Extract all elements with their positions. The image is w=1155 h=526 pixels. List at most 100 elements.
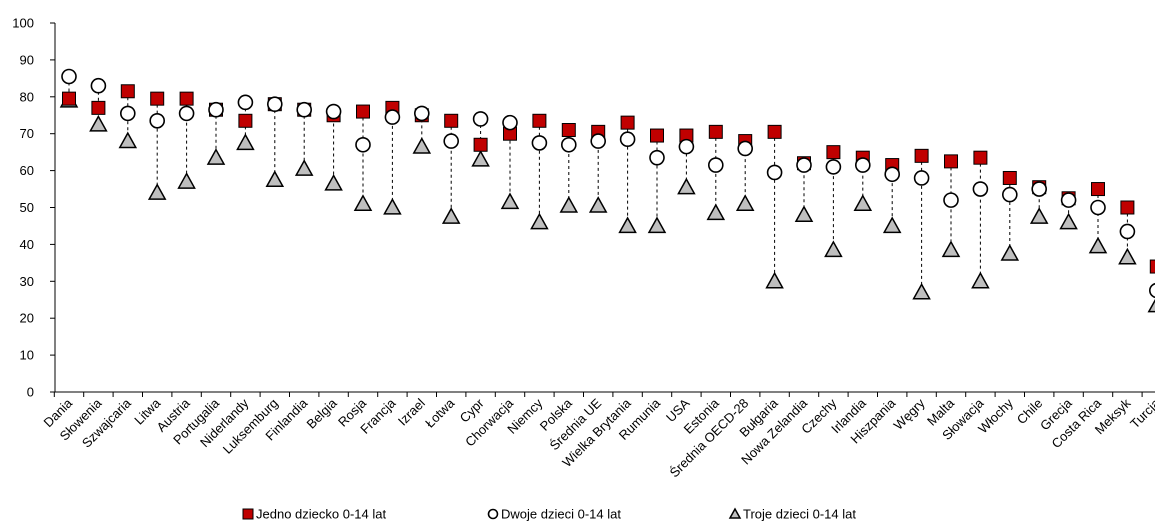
y-tick-label: 40	[20, 237, 34, 252]
legend-marker-triangle	[728, 507, 742, 519]
point-troje-dzieci	[971, 271, 990, 289]
point-dwoje-dzieci	[1119, 223, 1136, 240]
point-troje-dzieci	[559, 196, 579, 213]
point-troje-dzieci	[265, 170, 285, 187]
legend-label: Troje dzieci 0-14 lat	[743, 507, 856, 522]
point-jedno-dziecko	[561, 123, 576, 138]
point-dwoje-dzieci	[61, 68, 77, 85]
y-tick-label: 50	[20, 200, 34, 215]
point-troje-dzieci	[1088, 236, 1108, 254]
point-dwoje-dzieci	[884, 166, 901, 183]
point-troje-dzieci	[941, 240, 961, 258]
point-jedno-dziecko	[150, 91, 165, 106]
drop-lines	[68, 76, 1128, 293]
point-dwoje-dzieci	[502, 114, 518, 131]
point-dwoje-dzieci	[1060, 192, 1077, 208]
point-dwoje-dzieci	[766, 164, 783, 181]
point-troje-dzieci	[236, 133, 255, 151]
point-jedno-dziecko	[532, 113, 547, 128]
point-jedno-dziecko	[1002, 170, 1017, 185]
legend-marker-square	[242, 508, 254, 520]
x-category-label: Izrael	[395, 395, 428, 428]
point-dwoje-dzieci	[854, 157, 871, 173]
point-troje-dzieci	[824, 240, 843, 258]
point-dwoje-dzieci	[237, 94, 254, 111]
point-jedno-dziecko	[620, 115, 635, 130]
point-troje-dzieci	[1118, 247, 1137, 265]
y-tick-label: 60	[20, 163, 34, 178]
point-dwoje-dzieci	[178, 105, 195, 122]
y-tick-label: 10	[20, 348, 34, 363]
point-dwoje-dzieci	[266, 96, 283, 112]
point-troje-dzieci	[177, 172, 196, 189]
point-dwoje-dzieci	[1149, 282, 1155, 299]
point-dwoje-dzieci	[149, 112, 165, 129]
point-jedno-dziecko	[708, 124, 723, 139]
point-dwoje-dzieci	[1001, 186, 1018, 203]
point-jedno-dziecko	[973, 150, 988, 165]
point-dwoje-dzieci	[413, 105, 430, 122]
y-tick-label: 20	[20, 311, 34, 326]
point-troje-dzieci	[706, 203, 726, 221]
x-category-label: Turcja	[1127, 395, 1155, 431]
y-tick-label: 0	[27, 385, 34, 400]
point-troje-dzieci	[471, 149, 490, 167]
point-jedno-dziecko	[62, 91, 76, 106]
point-dwoje-dzieci	[296, 101, 313, 118]
point-troje-dzieci	[500, 192, 520, 210]
point-jedno-dziecko	[1149, 259, 1155, 274]
point-jedno-dziecko	[1091, 182, 1105, 197]
y-axis-ticks: 0 10 20 30 40 50 60 70 80 90 100	[12, 16, 55, 400]
point-dwoje-dzieci	[707, 157, 724, 173]
point-dwoje-dzieci	[1090, 199, 1106, 216]
y-tick-label: 70	[20, 126, 34, 141]
point-troje-dzieci	[441, 207, 461, 224]
point-jedno-dziecko	[444, 113, 459, 128]
y-tick-label: 30	[20, 274, 34, 289]
point-troje-dzieci	[618, 216, 637, 234]
x-category-label: Węgry	[891, 395, 929, 433]
point-troje-dzieci	[89, 114, 108, 132]
point-dwoje-dzieci	[325, 103, 342, 120]
point-jedno-dziecko	[91, 100, 106, 115]
point-dwoje-dzieci	[443, 133, 460, 149]
point-troje-dzieci	[118, 131, 138, 149]
point-jedno-dziecko	[179, 91, 194, 106]
point-jedno-dziecko	[826, 145, 841, 160]
point-troje-dzieci	[735, 194, 755, 211]
point-troje-dzieci	[882, 216, 902, 234]
point-troje-dzieci	[677, 177, 696, 195]
legend-label: Dwoje dzieci 0-14 lat	[501, 507, 621, 522]
point-dwoje-dzieci	[943, 192, 959, 208]
point-dwoje-dzieci	[531, 135, 548, 151]
legend-label: Jedno dziecko 0-14 lat	[256, 507, 386, 522]
x-category-label: Belgia	[304, 395, 341, 432]
point-troje-dzieci	[1147, 298, 1155, 313]
legend: Jedno dziecko 0-14 lat Dwoje dzieci 0-14 …	[242, 507, 856, 522]
point-dwoje-dzieci	[796, 157, 812, 173]
point-jedno-dziecko	[120, 84, 135, 99]
point-troje-dzieci	[530, 212, 549, 230]
y-tick-label: 80	[20, 89, 34, 104]
point-troje-dzieci	[765, 271, 784, 289]
point-dwoje-dzieci	[560, 136, 577, 153]
point-dwoje-dzieci	[913, 170, 930, 186]
point-dwoje-dzieci	[737, 140, 754, 157]
point-dwoje-dzieci	[619, 131, 636, 148]
point-jedno-dziecko	[767, 124, 782, 139]
point-dwoje-dzieci	[472, 111, 489, 127]
point-dwoje-dzieci	[649, 149, 665, 166]
point-dwoje-dzieci	[590, 133, 607, 149]
x-category-label: Łotwa	[422, 395, 458, 431]
point-jedno-dziecko	[650, 128, 664, 143]
x-axis-ticks: DaniaSłoweniaSzwajcariaLitwaAustriaPortu…	[40, 392, 1155, 480]
point-troje-dzieci	[412, 137, 432, 154]
point-jedno-dziecko	[914, 148, 929, 163]
point-troje-dzieci	[1029, 207, 1049, 224]
y-tick-label: 90	[20, 52, 34, 67]
point-troje-dzieci	[588, 196, 608, 213]
point-troje-dzieci	[353, 194, 373, 211]
point-jedno-dziecko	[1120, 200, 1135, 215]
point-dwoje-dzieci	[90, 77, 107, 94]
